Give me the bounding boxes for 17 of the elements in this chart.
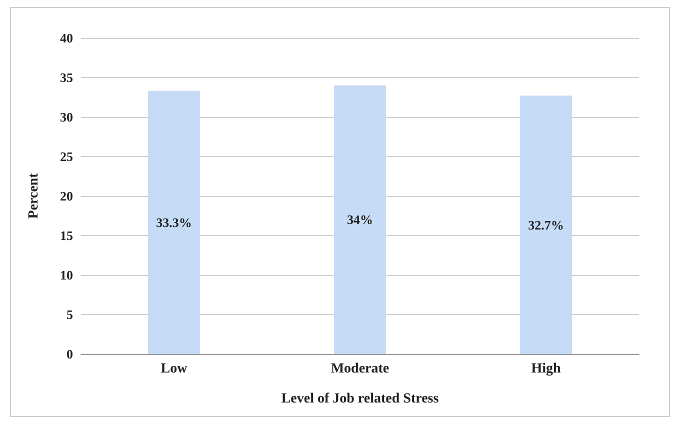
- y-tick-label: 35: [60, 70, 74, 85]
- y-tick-label: 25: [60, 149, 74, 164]
- data-label: 32.7%: [528, 217, 564, 232]
- y-tick-label: 20: [60, 188, 73, 204]
- y-tick-label: 40: [60, 30, 73, 46]
- y-tick-label: 10: [60, 268, 73, 282]
- x-tick-label: Low: [160, 362, 188, 376]
- y-tick-label: 0: [66, 346, 73, 362]
- y-axis-title: Percent: [26, 172, 42, 219]
- x-axis-title: Level of Job related Stress: [281, 392, 440, 406]
- x-tick-label: Moderate: [330, 362, 390, 376]
- x-tick-label: High: [531, 362, 561, 376]
- y-tick-label: 30: [60, 110, 73, 124]
- data-label: 33.3%: [156, 214, 192, 230]
- y-tick-label: 5: [66, 307, 74, 322]
- data-label: 34%: [347, 212, 373, 228]
- y-tick-label: 15: [60, 228, 74, 243]
